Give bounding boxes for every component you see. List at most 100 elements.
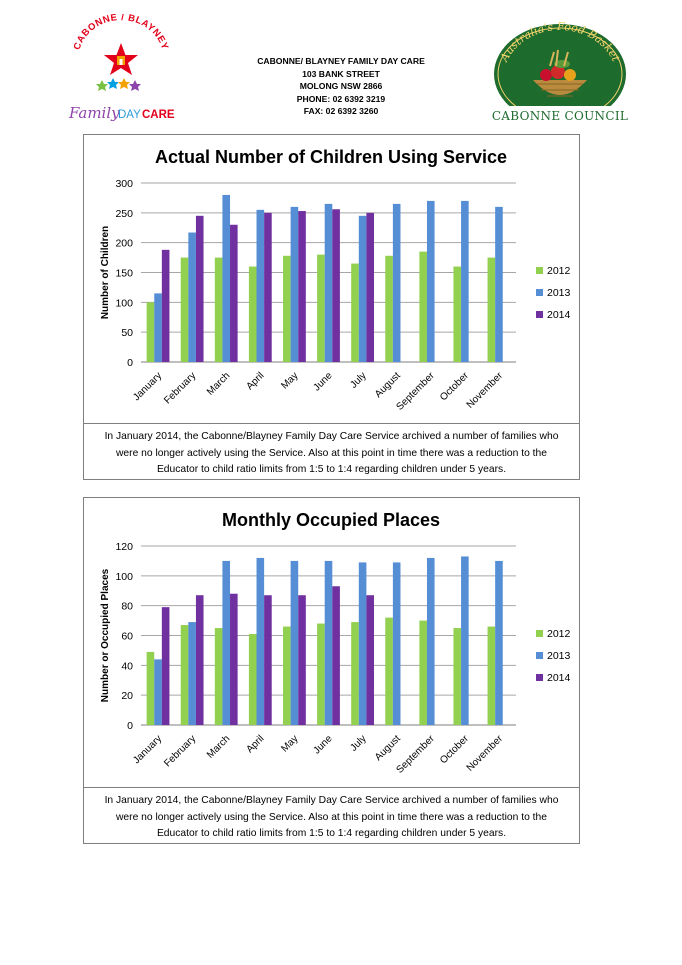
bar-2013-february: [188, 622, 196, 725]
occupied-places-chart-panel: Monthly Occupied Places 0 20 40 60 80 100 120 Nu…: [83, 497, 580, 844]
caption-line: In January 2014, the Cabonne/Blayney Fam…: [104, 431, 559, 442]
bar-2013-march: [222, 194, 231, 362]
bar-2014-june: [332, 209, 340, 362]
family-day-care-logo: CABONNE / BLAYNEY Family DAY CARE: [62, 12, 180, 126]
caption-line: Educator to child ratio limits from 1:5 …: [156, 464, 507, 475]
bar-2013-october: [461, 556, 469, 725]
legend-label: 2012: [547, 628, 571, 640]
bar-2014-january: [161, 249, 170, 362]
x-tick-label: April: [245, 370, 267, 392]
x-tick-label: June: [312, 733, 335, 756]
bar-2012-may: [283, 255, 291, 362]
x-tick-label: October: [438, 733, 471, 766]
caption-line: Educator to child ratio limits from 1:5 …: [156, 828, 507, 839]
x-tick-label: March: [205, 733, 232, 760]
y-tick-label: 50: [121, 327, 133, 339]
bar-2013-september: [426, 557, 435, 725]
legend-swatch-2014: [536, 674, 543, 681]
bar-2014-may: [298, 211, 306, 362]
y-tick-label: 0: [127, 357, 133, 369]
x-tick-label: January: [131, 370, 164, 403]
children-bar-chart: Actual Number of Children Using Service 0…: [100, 147, 571, 413]
legend-swatch-2012: [536, 630, 543, 637]
bar-2012-june: [317, 623, 325, 725]
bar-2013-april: [256, 209, 265, 362]
legend-label: 2014: [547, 309, 571, 321]
bar-2013-january: [154, 659, 162, 725]
bar-2013-november: [495, 560, 503, 725]
caption-line: In January 2014, the Cabonne/Blayney Fam…: [104, 795, 559, 806]
bar-2014-february: [195, 215, 204, 362]
y-tick-label: 100: [115, 297, 133, 309]
bar-2012-july: [351, 622, 359, 725]
bar-2013-february: [188, 232, 196, 362]
bar-2014-march: [230, 224, 238, 362]
y-tick-label: 150: [115, 268, 133, 280]
bar-2014-july: [366, 212, 374, 362]
bar-2012-march: [214, 257, 223, 362]
x-tick-label: April: [245, 733, 267, 755]
bar-2014-january: [161, 607, 170, 725]
legend-swatch-2013: [536, 289, 543, 296]
x-tick-label: February: [162, 733, 198, 769]
legend-swatch-2012: [536, 267, 543, 274]
address-line: 103 BANK STREET: [302, 68, 380, 79]
logo-name-family: Family: [68, 104, 120, 122]
bar-2012-october: [453, 628, 462, 725]
chart-title: Monthly Occupied Places: [222, 510, 440, 530]
y-tick-label: 0: [127, 720, 133, 732]
food-basket-icon: [533, 49, 587, 97]
x-tick-label: July: [348, 733, 368, 753]
bar-2012-april: [248, 634, 257, 725]
bar-2013-april: [256, 557, 265, 725]
x-tick-label: August: [373, 733, 403, 763]
bar-2012-august: [385, 255, 393, 362]
bar-2012-january: [146, 651, 155, 725]
bar-2013-may: [290, 560, 299, 725]
bar-2013-june: [324, 203, 333, 362]
x-tick-label: January: [131, 733, 164, 766]
x-tick-label: July: [348, 370, 368, 390]
x-tick-label: February: [162, 370, 198, 406]
bar-2013-may: [290, 206, 299, 362]
bar-2012-july: [351, 263, 359, 362]
chart-caption: In January 2014, the Cabonne/Blayney Fam…: [84, 787, 579, 843]
address-line: CABONNE/ BLAYNEY FAMILY DAY CARE: [257, 56, 425, 66]
chart-caption: In January 2014, the Cabonne/Blayney Fam…: [84, 423, 579, 479]
legend-label: 2013: [547, 650, 571, 662]
y-tick-label: 300: [115, 178, 133, 190]
bar-2012-september: [419, 251, 427, 362]
caption-line: were no longer actively using the Servic…: [116, 447, 547, 459]
x-tick-label: October: [438, 370, 471, 403]
council-name: CABONNE COUNCIL: [492, 109, 628, 123]
y-tick-label: 120: [115, 541, 133, 553]
logo-name-care: CARE: [142, 109, 175, 121]
bar-2012-march: [214, 628, 223, 725]
logo-name-day: DAY: [118, 109, 141, 121]
y-tick-label: 100: [115, 571, 133, 583]
occupied-places-bar-chart: Monthly Occupied Places 0 20 40 60 80 100 120 Nu…: [100, 510, 571, 776]
bar-2013-june: [324, 560, 333, 725]
cabonne-council-logo: Australia's Food Basket CABONNE COUNCIL: [490, 20, 630, 126]
bar-2013-august: [392, 562, 401, 725]
bar-2014-march: [230, 593, 238, 725]
address-line: FAX: 02 6392 3260: [303, 106, 379, 116]
y-tick-label: 60: [121, 631, 133, 643]
bar-2012-february: [180, 625, 189, 725]
x-tick-label: May: [279, 370, 300, 391]
caption-line: were no longer actively using the Servic…: [116, 811, 547, 823]
bar-2012-april: [248, 266, 257, 362]
bar-2013-november: [495, 206, 503, 362]
bar-2014-june: [332, 586, 340, 725]
legend-label: 2012: [547, 265, 571, 277]
x-tick-label: November: [465, 733, 506, 774]
y-tick-label: 80: [121, 601, 133, 613]
x-tick-label: November: [465, 370, 506, 411]
bar-2013-july: [358, 562, 367, 725]
bar-2012-january: [146, 302, 155, 362]
bar-2012-may: [283, 626, 291, 725]
bar-2013-august: [392, 203, 401, 362]
legend-swatch-2013: [536, 652, 543, 659]
children-chart-panel: Actual Number of Children Using Service 0…: [83, 134, 580, 480]
legend-swatch-2014: [536, 311, 543, 318]
